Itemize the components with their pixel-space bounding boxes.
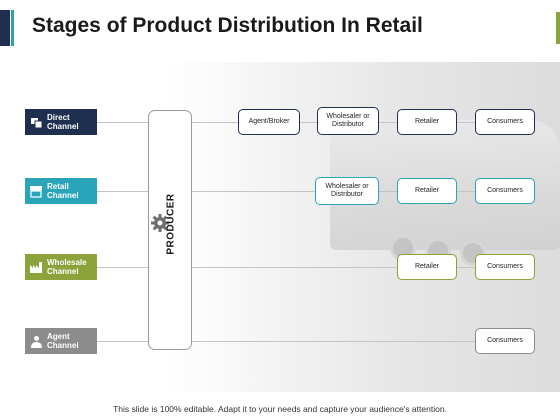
channel-retail-line2: Channel <box>47 191 79 200</box>
connector-line-wholesale <box>97 267 535 268</box>
stage-retail-retailer: Retailer <box>397 178 457 204</box>
stage-direct-wholesaler: Wholesaler or Distributor <box>317 107 379 135</box>
store-icon <box>25 116 47 129</box>
channel-agent-line1: Agent <box>47 331 70 341</box>
channel-wholesale-line1: Wholesale <box>47 257 87 267</box>
channel-agent-line2: Channel <box>47 341 79 350</box>
stage-retail-consumers: Consumers <box>475 178 535 204</box>
agent-icon <box>25 335 47 348</box>
accent-bar-left <box>0 10 10 46</box>
footer-note: This slide is 100% editable. Adapt it to… <box>113 404 447 414</box>
page-title: Stages of Product Distribution In Retail <box>32 14 423 37</box>
connector-line-direct <box>97 122 535 123</box>
accent-bar-left-teal <box>11 10 14 46</box>
channel-direct: Direct Channel <box>25 109 97 135</box>
producer-box <box>148 110 192 350</box>
channel-agent: Agent Channel <box>25 328 97 354</box>
channel-direct-line1: Direct <box>47 112 70 122</box>
connector-line-agent <box>97 341 535 342</box>
channel-retail-line1: Retail <box>47 181 69 191</box>
producer-label: PRODUCER <box>165 193 177 255</box>
channel-direct-line2: Channel <box>47 122 79 131</box>
shop-awning-icon <box>25 185 47 198</box>
stage-retail-wholesaler: Wholesaler or Distributor <box>315 177 379 205</box>
gear-icon <box>151 214 169 232</box>
stage-agent-consumers: Consumers <box>475 328 535 354</box>
channel-retail: Retail Channel <box>25 178 97 204</box>
stage-wholesale-consumers: Consumers <box>475 254 535 280</box>
stage-direct-consumers: Consumers <box>475 109 535 135</box>
channel-wholesale-line2: Channel <box>47 267 79 276</box>
stage-direct-retailer: Retailer <box>397 109 457 135</box>
stage-direct-agent-broker: Agent/Broker <box>238 109 300 135</box>
accent-bar-right <box>556 12 560 44</box>
channel-wholesale: Wholesale Channel <box>25 254 97 280</box>
stage-wholesale-retailer: Retailer <box>397 254 457 280</box>
factory-icon <box>25 261 47 274</box>
